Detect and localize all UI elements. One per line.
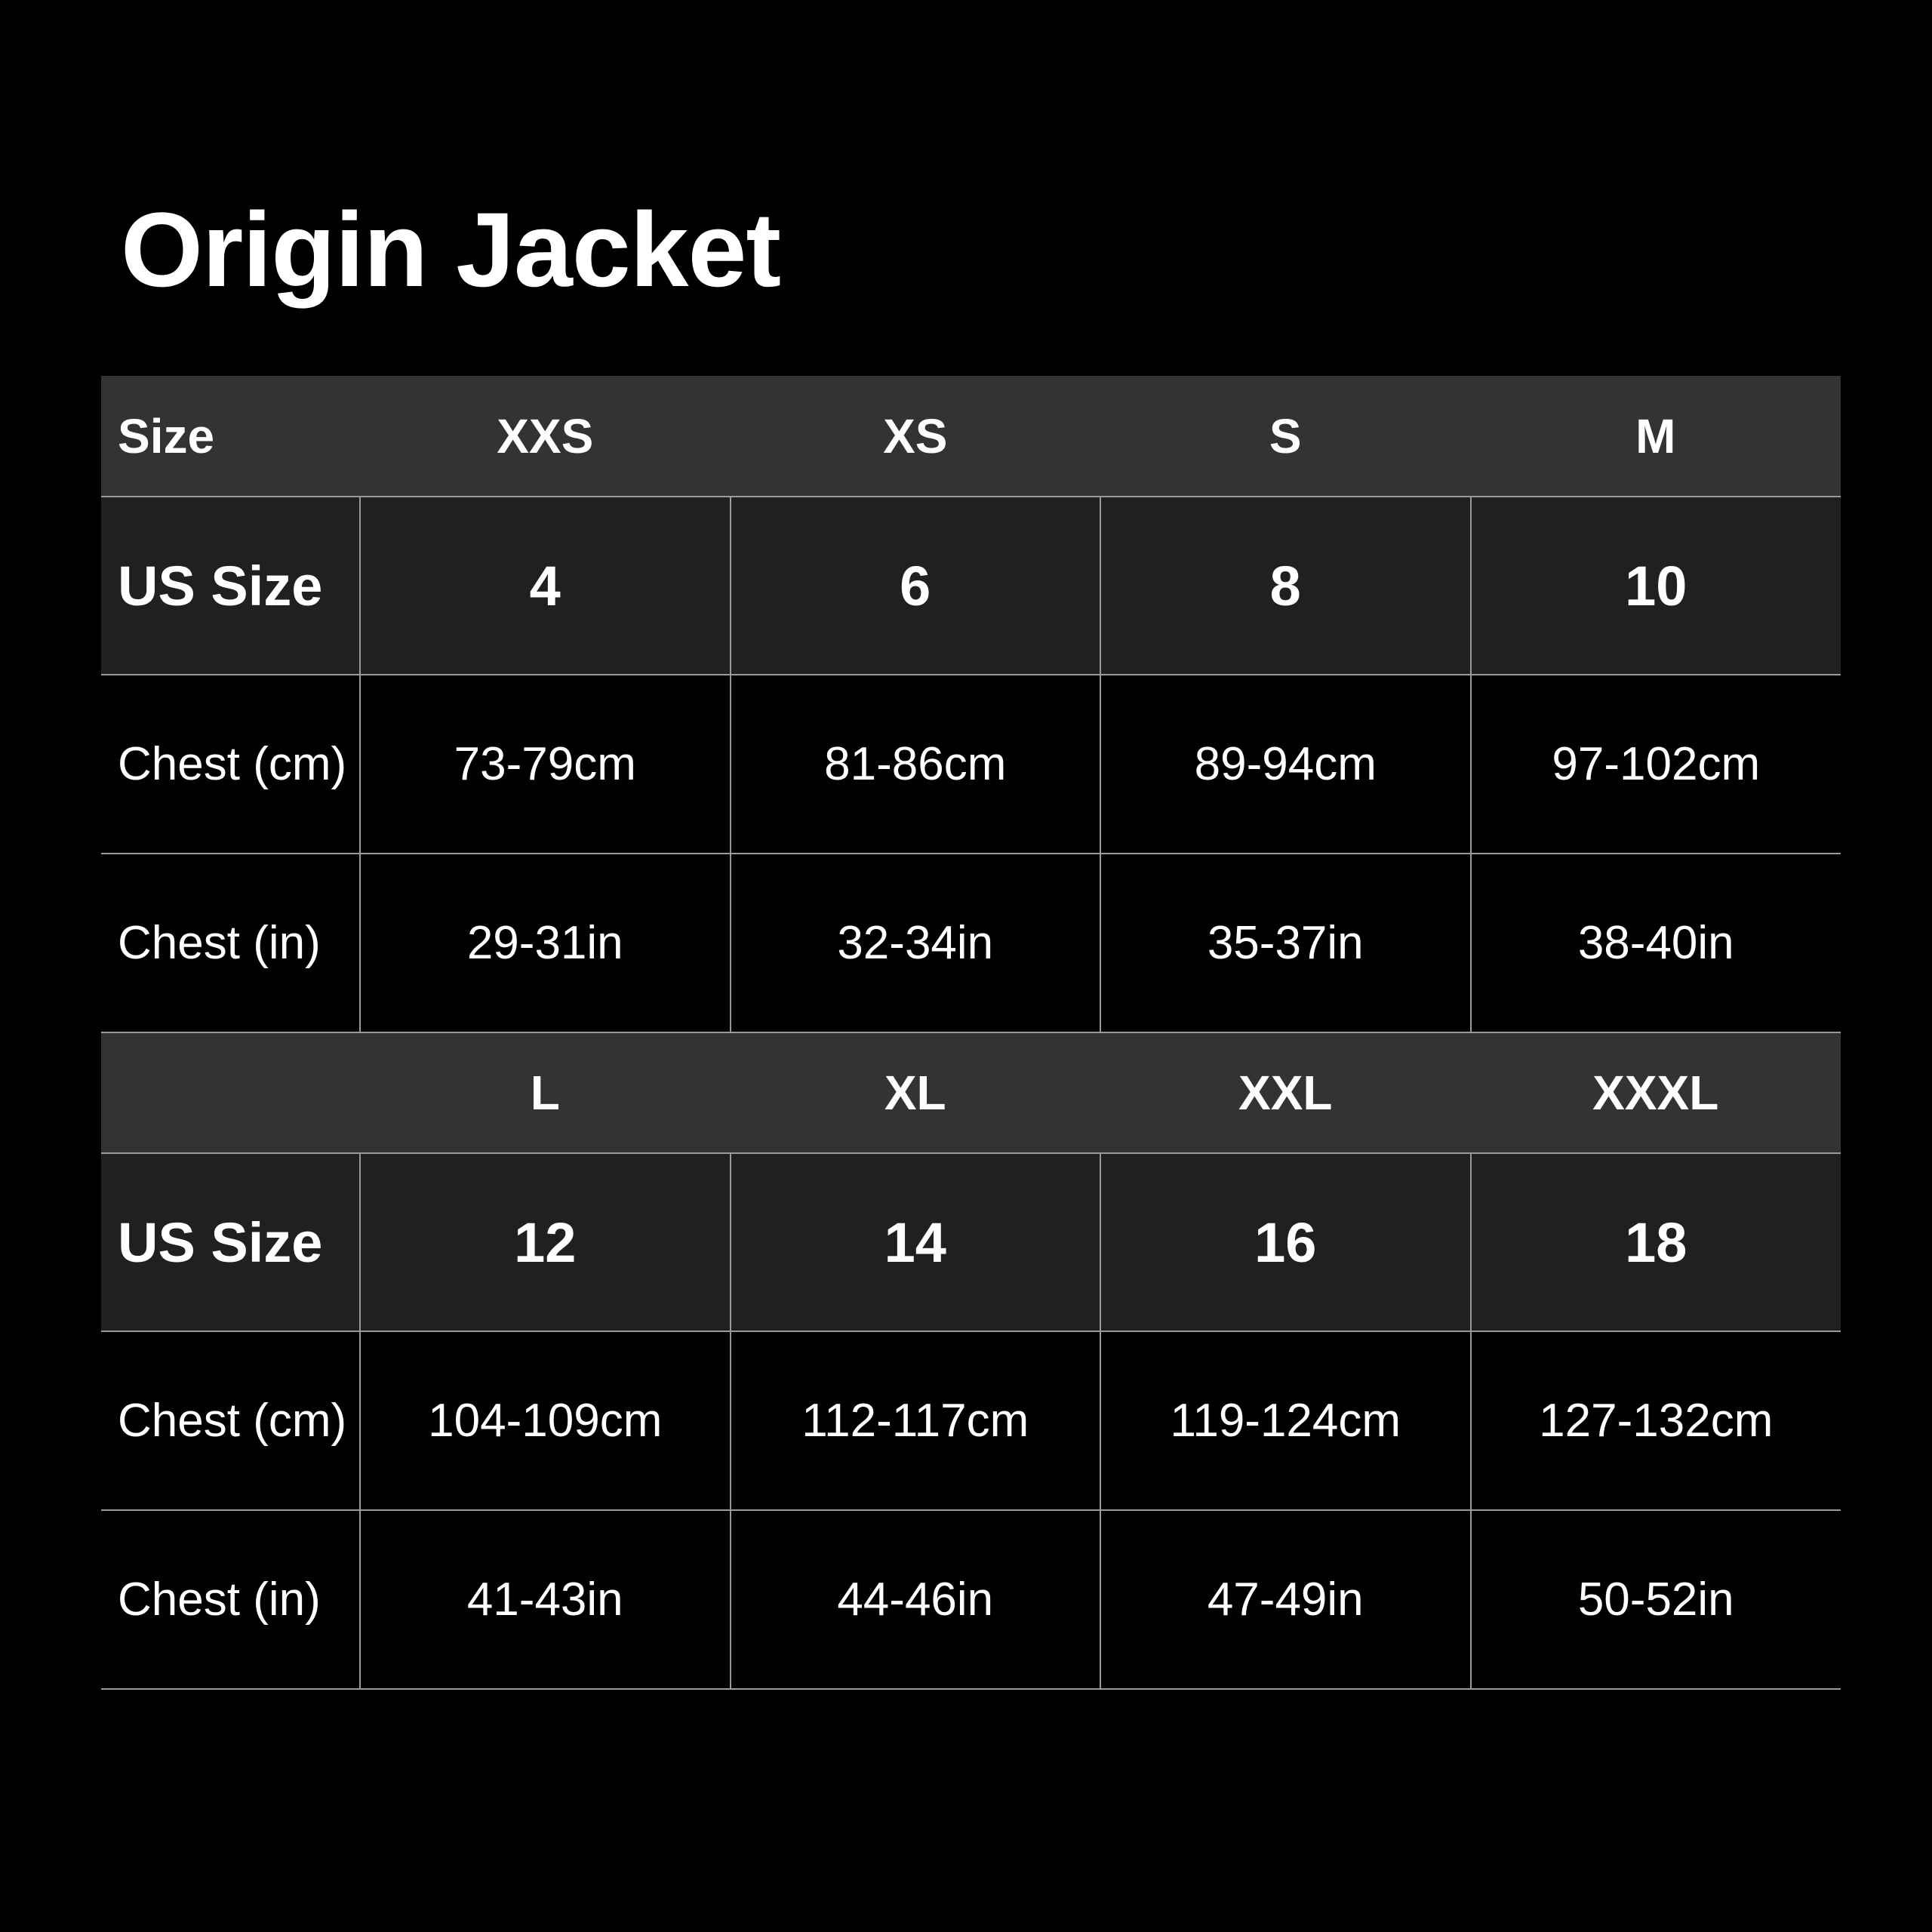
row-label: Chest (in) <box>101 854 360 1033</box>
table-cell: S <box>1100 376 1471 497</box>
row-label: US Size <box>101 497 360 675</box>
table-cell: 112-117cm <box>729 1331 1100 1511</box>
row-label: Chest (cm) <box>101 1331 360 1511</box>
row-label: Chest (in) <box>101 1510 360 1690</box>
size-header-row: Size XXS XS S M <box>101 376 1841 497</box>
row-label: US Size <box>101 1153 360 1332</box>
table-cell: XXXL <box>1470 1032 1841 1154</box>
table-cell: 6 <box>729 497 1100 675</box>
page-title: Origin Jacket <box>121 190 781 309</box>
table-cell: 14 <box>729 1153 1100 1332</box>
table-cell: XXL <box>1100 1032 1471 1154</box>
table-cell: 50-52in <box>1469 1510 1841 1690</box>
table-cell: 29-31in <box>359 854 731 1033</box>
us-size-row: US Size 4 6 8 10 <box>101 497 1841 675</box>
chest-cm-row: Chest (cm) 104-109cm 112-117cm 119-124cm 127… <box>101 1331 1841 1511</box>
table-cell: 73-79cm <box>359 675 731 854</box>
table-cell: 127-132cm <box>1469 1331 1841 1511</box>
table-cell: XS <box>730 376 1100 497</box>
table-cell: L <box>360 1032 731 1154</box>
table-cell: 119-124cm <box>1100 1331 1471 1511</box>
table-cell: 89-94cm <box>1100 675 1471 854</box>
table-cell: 18 <box>1469 1153 1841 1332</box>
table-cell: 97-102cm <box>1469 675 1841 854</box>
row-label: Chest (cm) <box>101 675 360 854</box>
size-header-row: L XL XXL XXXL <box>101 1032 1841 1154</box>
table-cell: 32-34in <box>729 854 1100 1033</box>
table-cell: 104-109cm <box>359 1331 731 1511</box>
table-cell: 10 <box>1469 497 1841 675</box>
chest-in-row: Chest (in) 29-31in 32-34in 35-37in 38-40in <box>101 854 1841 1033</box>
table-cell: 12 <box>359 1153 731 1332</box>
table-cell: 47-49in <box>1100 1510 1471 1690</box>
table-cell: 8 <box>1100 497 1471 675</box>
chest-cm-row: Chest (cm) 73-79cm 81-86cm 89-94cm 97-102cm <box>101 675 1841 854</box>
row-label: Size <box>101 376 360 497</box>
size-chart-table: Size XXS XS S M US Size 4 6 8 10 Chest (cm) 73-79cm… <box>101 376 1841 1690</box>
table-cell: 44-46in <box>729 1510 1100 1690</box>
table-cell: 81-86cm <box>729 675 1100 854</box>
row-label <box>101 1032 360 1154</box>
table-cell: M <box>1470 376 1841 497</box>
table-cell: XL <box>730 1032 1100 1154</box>
table-cell: 4 <box>359 497 731 675</box>
table-cell: 38-40in <box>1469 854 1841 1033</box>
table-cell: XXS <box>360 376 731 497</box>
table-cell: 41-43in <box>359 1510 731 1690</box>
table-cell: 16 <box>1100 1153 1471 1332</box>
chest-in-row: Chest (in) 41-43in 44-46in 47-49in 50-52in <box>101 1510 1841 1690</box>
us-size-row: US Size 12 14 16 18 <box>101 1153 1841 1332</box>
table-cell: 35-37in <box>1100 854 1471 1033</box>
